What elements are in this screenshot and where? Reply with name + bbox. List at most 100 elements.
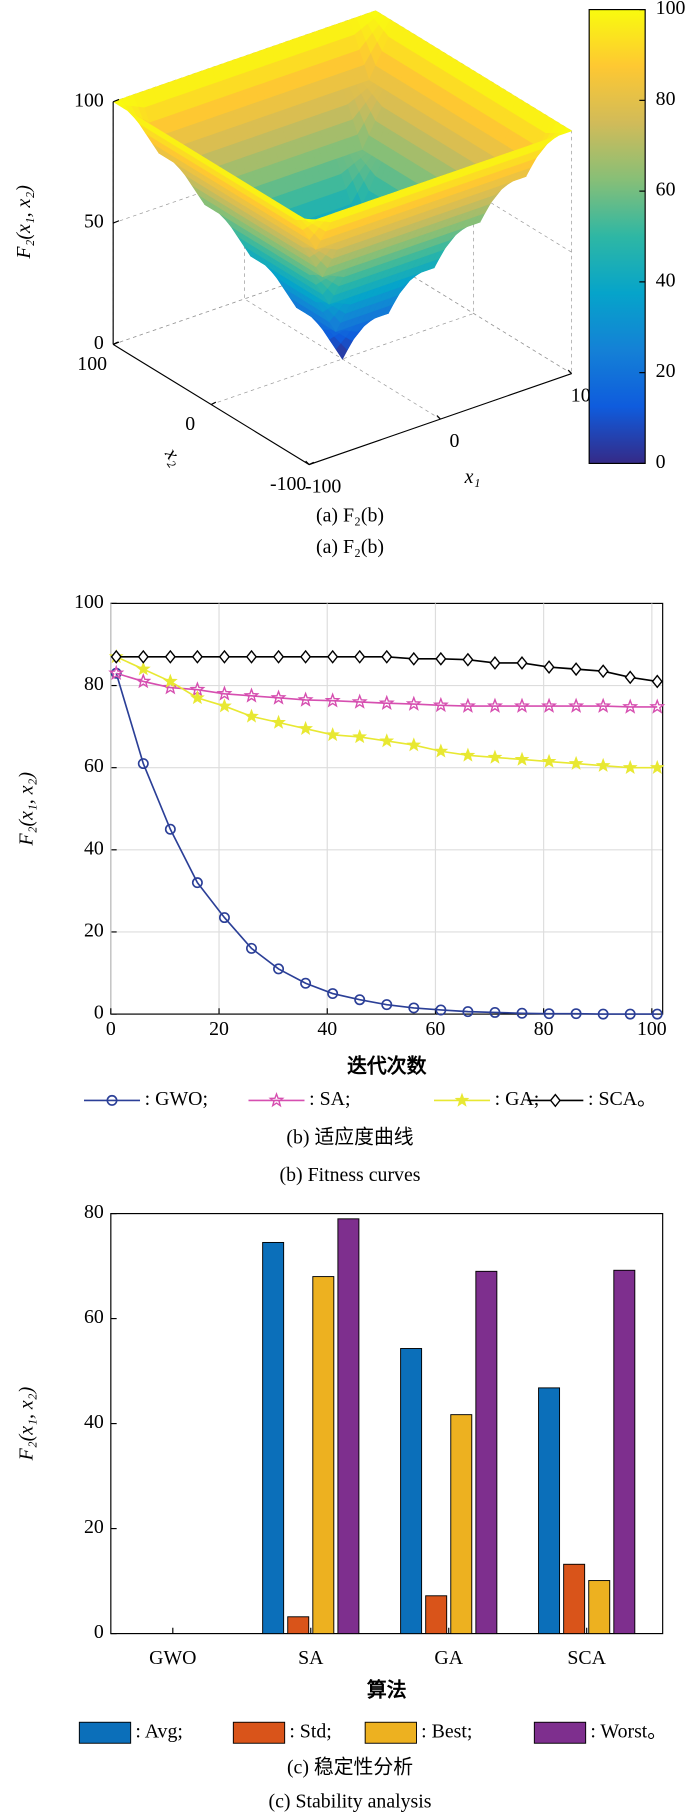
x-tick-label: GA bbox=[434, 1647, 463, 1669]
marker bbox=[381, 999, 393, 1011]
y-tick-label: 80 bbox=[84, 673, 104, 695]
plot-frame bbox=[110, 1213, 664, 1635]
caption: (a) F₂(b) bbox=[316, 536, 384, 558]
axis-line bbox=[112, 343, 572, 466]
marker bbox=[516, 1007, 528, 1019]
colorbar-tick-label: 20 bbox=[656, 360, 676, 382]
marker bbox=[272, 649, 285, 664]
marker bbox=[435, 1004, 447, 1016]
x-tick-label: 80 bbox=[534, 1018, 554, 1040]
marker bbox=[570, 662, 582, 677]
legend-swatch bbox=[364, 1721, 417, 1744]
marker bbox=[406, 737, 422, 752]
grid-line bbox=[211, 70, 475, 405]
bar bbox=[312, 1276, 335, 1635]
legend-label: : SCA。 bbox=[588, 1088, 657, 1110]
marker bbox=[110, 649, 122, 664]
legend-marker bbox=[106, 1094, 118, 1106]
bar bbox=[450, 1414, 473, 1635]
x-axis-label: x₁ bbox=[464, 466, 481, 488]
marker bbox=[462, 1006, 474, 1018]
marker bbox=[297, 691, 314, 707]
marker bbox=[459, 697, 476, 713]
bar bbox=[563, 1563, 586, 1635]
series-line bbox=[116, 672, 658, 708]
colorbar-tick-label: 100 bbox=[656, 0, 686, 19]
y-tick-label: 100 bbox=[74, 591, 104, 613]
marker bbox=[273, 963, 285, 975]
bar bbox=[337, 1218, 360, 1635]
marker bbox=[218, 912, 230, 924]
marker bbox=[570, 1008, 582, 1020]
caption: (a) F₂(b) bbox=[316, 505, 384, 527]
colorbar-tick-label: 80 bbox=[656, 88, 676, 110]
marker bbox=[137, 758, 149, 770]
marker bbox=[622, 759, 638, 774]
x-tick-label: GWO bbox=[149, 1647, 196, 1669]
marker bbox=[649, 698, 666, 714]
marker bbox=[270, 689, 287, 705]
legend-label: : Best; bbox=[421, 1720, 472, 1742]
marker bbox=[352, 729, 368, 744]
marker bbox=[354, 649, 366, 664]
marker bbox=[432, 696, 449, 713]
z-axis-label: F₂(x₁, x₂) bbox=[13, 185, 35, 260]
colorbar bbox=[588, 8, 646, 464]
marker bbox=[271, 714, 286, 729]
y-tick-label: 80 bbox=[84, 1201, 104, 1223]
marker bbox=[624, 1008, 636, 1020]
legend-label: : Worst。 bbox=[590, 1720, 667, 1742]
x-tick-label: SCA bbox=[567, 1647, 606, 1669]
marker bbox=[108, 664, 125, 681]
y-tick-label: 60 bbox=[84, 1306, 104, 1328]
marker bbox=[191, 877, 203, 889]
marker bbox=[378, 694, 395, 711]
marker bbox=[300, 977, 312, 989]
y-tick-label: 20 bbox=[84, 919, 104, 941]
marker bbox=[218, 649, 231, 664]
marker bbox=[327, 988, 339, 1000]
marker bbox=[162, 673, 178, 688]
marker bbox=[568, 755, 584, 770]
tick-mark bbox=[210, 401, 217, 406]
x-tick-label: 0 bbox=[449, 430, 459, 452]
y-axis-label: x₂ bbox=[160, 443, 188, 469]
z-tick-label: 0 bbox=[94, 332, 104, 354]
tick-mark bbox=[112, 98, 120, 103]
marker bbox=[135, 661, 151, 676]
marker bbox=[245, 649, 258, 664]
x-tick-label: SA bbox=[298, 1647, 324, 1669]
tick-mark bbox=[112, 341, 119, 345]
legend-marker bbox=[454, 1092, 470, 1107]
marker bbox=[191, 649, 203, 664]
marker bbox=[243, 687, 260, 703]
marker bbox=[300, 649, 312, 664]
marker bbox=[325, 727, 341, 742]
caption: (c) Stability analysis bbox=[268, 1790, 431, 1812]
grid-line bbox=[113, 10, 377, 345]
marker bbox=[164, 823, 176, 835]
marker bbox=[649, 759, 665, 774]
z-tick-label: 100 bbox=[74, 89, 104, 111]
marker bbox=[137, 649, 149, 664]
marker bbox=[408, 651, 420, 666]
y-tick-label: 0 bbox=[94, 1621, 104, 1643]
bar bbox=[400, 1348, 423, 1635]
x-axis-label: 算法 bbox=[367, 1678, 407, 1701]
marker bbox=[381, 649, 393, 664]
marker bbox=[405, 695, 422, 711]
marker bbox=[135, 673, 152, 689]
marker bbox=[460, 747, 476, 762]
bar bbox=[287, 1616, 310, 1635]
marker bbox=[597, 1008, 609, 1020]
marker bbox=[433, 743, 449, 758]
marker bbox=[597, 664, 609, 679]
legend-label: : GA; bbox=[495, 1088, 540, 1110]
legend-label: : Std; bbox=[289, 1720, 331, 1742]
bar bbox=[475, 1270, 498, 1635]
x-tick-label: 100 bbox=[637, 1018, 667, 1040]
x-tick-label: 0 bbox=[106, 1018, 116, 1040]
marker bbox=[246, 942, 257, 954]
colorbar-tick-label: 0 bbox=[656, 451, 666, 473]
